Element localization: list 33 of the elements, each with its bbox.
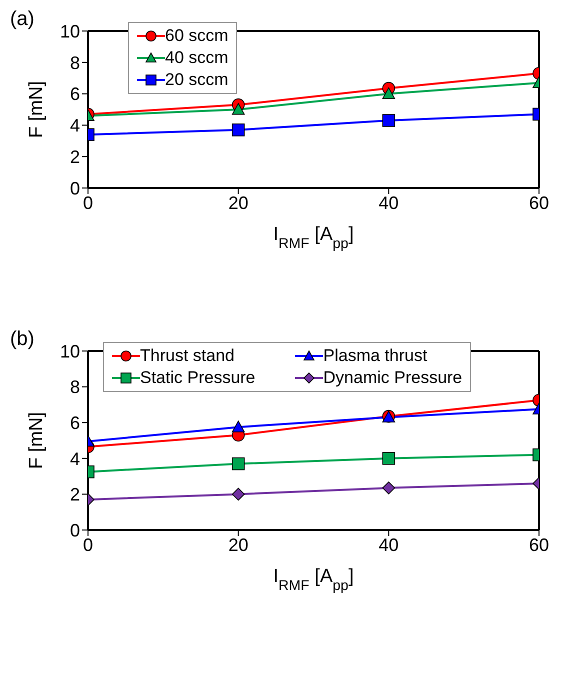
y-tick-label: 10 [60,341,80,362]
x-tick-label: 40 [378,534,399,555]
x-tick-label: 20 [228,534,248,555]
y-tick-label: 8 [70,52,80,73]
legend-label: 60 sccm [165,26,228,46]
x-axis-title: I$_{RMF}$ [A$_{pp}$] [273,224,354,252]
y-axis-title: F [mN] [26,412,47,469]
x-tick-label: 0 [82,534,94,555]
legend-label: 40 sccm [165,48,228,68]
x-tick-label: 40 [378,192,399,213]
y-axis-title: F [mN] [26,81,47,138]
x-axis-title: I$_{RMF}$ [A$_{pp}$] [273,566,354,594]
y-tick-label: 10 [60,21,80,42]
y-tick-label: 6 [70,412,80,433]
x-tick-label: 60 [528,192,550,213]
legend-label: Thrust stand [140,346,234,366]
y-tick-label: 4 [70,448,80,469]
chart-title: (b) [10,328,34,351]
y-tick-label: 8 [70,377,80,398]
y-tick-label: 2 [70,146,80,167]
y-tick-label: 4 [70,116,80,136]
legend-label: Dynamic Pressure [323,368,462,388]
x-tick-label: 20 [228,192,248,213]
y-tick-label: 2 [70,484,80,505]
chart-title: (a) [10,8,34,31]
legend-label: Plasma thrust [323,346,428,366]
legend-label: Static Pressure [140,368,256,388]
y-tick-label: 0 [70,520,80,540]
x-tick-label: 0 [82,192,94,213]
x-tick-label: 60 [528,534,550,555]
y-tick-label: 0 [70,178,80,198]
legend-label: 20 sccm [165,70,228,90]
y-tick-label: 6 [70,84,80,104]
